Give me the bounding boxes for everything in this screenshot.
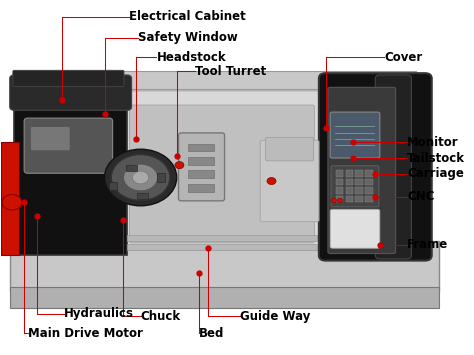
Bar <box>356 179 363 185</box>
Bar <box>365 170 373 177</box>
Bar <box>188 143 214 151</box>
Polygon shape <box>0 142 19 255</box>
Circle shape <box>337 198 343 203</box>
Bar <box>127 235 317 241</box>
Bar <box>346 179 353 185</box>
FancyBboxPatch shape <box>125 91 319 250</box>
Bar <box>365 187 373 194</box>
Polygon shape <box>14 71 416 89</box>
Bar <box>346 196 353 202</box>
Text: Monitor: Monitor <box>407 136 458 149</box>
Polygon shape <box>14 78 127 255</box>
Bar <box>336 170 343 177</box>
Circle shape <box>111 154 170 201</box>
Circle shape <box>123 164 158 191</box>
FancyBboxPatch shape <box>13 70 124 87</box>
Text: Tailstock: Tailstock <box>407 152 465 165</box>
Circle shape <box>175 162 184 169</box>
FancyBboxPatch shape <box>328 87 396 253</box>
Text: Frame: Frame <box>407 238 448 251</box>
Text: Headstock: Headstock <box>156 51 226 64</box>
Text: Guide Way: Guide Way <box>240 310 310 323</box>
Circle shape <box>133 171 149 184</box>
Text: Tool Turret: Tool Turret <box>195 65 266 78</box>
Bar <box>188 170 214 178</box>
FancyBboxPatch shape <box>10 75 132 110</box>
Bar <box>109 182 117 190</box>
FancyBboxPatch shape <box>129 105 314 243</box>
Text: Carriage: Carriage <box>407 168 464 180</box>
FancyBboxPatch shape <box>319 73 432 261</box>
Circle shape <box>331 198 337 203</box>
FancyBboxPatch shape <box>331 166 379 207</box>
FancyBboxPatch shape <box>179 133 225 201</box>
Text: Electrical Cabinet: Electrical Cabinet <box>129 10 246 23</box>
Bar <box>365 196 373 202</box>
Text: CNC: CNC <box>407 190 434 203</box>
Bar <box>336 196 343 202</box>
Bar <box>126 165 137 171</box>
Polygon shape <box>10 287 438 308</box>
Bar <box>157 173 164 182</box>
Bar <box>137 193 148 198</box>
Bar <box>346 187 353 194</box>
FancyBboxPatch shape <box>31 127 70 150</box>
FancyBboxPatch shape <box>330 112 380 158</box>
Bar <box>356 187 363 194</box>
Bar <box>365 179 373 185</box>
Circle shape <box>2 195 22 210</box>
Text: Hydraulics: Hydraulics <box>64 307 134 320</box>
Circle shape <box>104 149 177 206</box>
Bar <box>188 184 214 192</box>
Bar <box>336 179 343 185</box>
FancyBboxPatch shape <box>330 209 380 248</box>
FancyBboxPatch shape <box>260 140 319 222</box>
Text: Cover: Cover <box>384 51 423 64</box>
Text: Bed: Bed <box>199 327 225 340</box>
Text: Chuck: Chuck <box>141 310 181 323</box>
Bar <box>188 157 214 165</box>
Text: Safety Window: Safety Window <box>138 31 238 44</box>
Polygon shape <box>10 241 438 291</box>
Polygon shape <box>14 89 416 248</box>
Bar <box>336 187 343 194</box>
Bar <box>127 244 317 250</box>
FancyBboxPatch shape <box>375 75 411 259</box>
Bar <box>356 170 363 177</box>
Bar <box>356 196 363 202</box>
FancyBboxPatch shape <box>24 118 113 173</box>
FancyBboxPatch shape <box>265 137 313 161</box>
Circle shape <box>267 178 276 185</box>
Bar <box>346 170 353 177</box>
Text: Main Drive Motor: Main Drive Motor <box>28 327 143 340</box>
